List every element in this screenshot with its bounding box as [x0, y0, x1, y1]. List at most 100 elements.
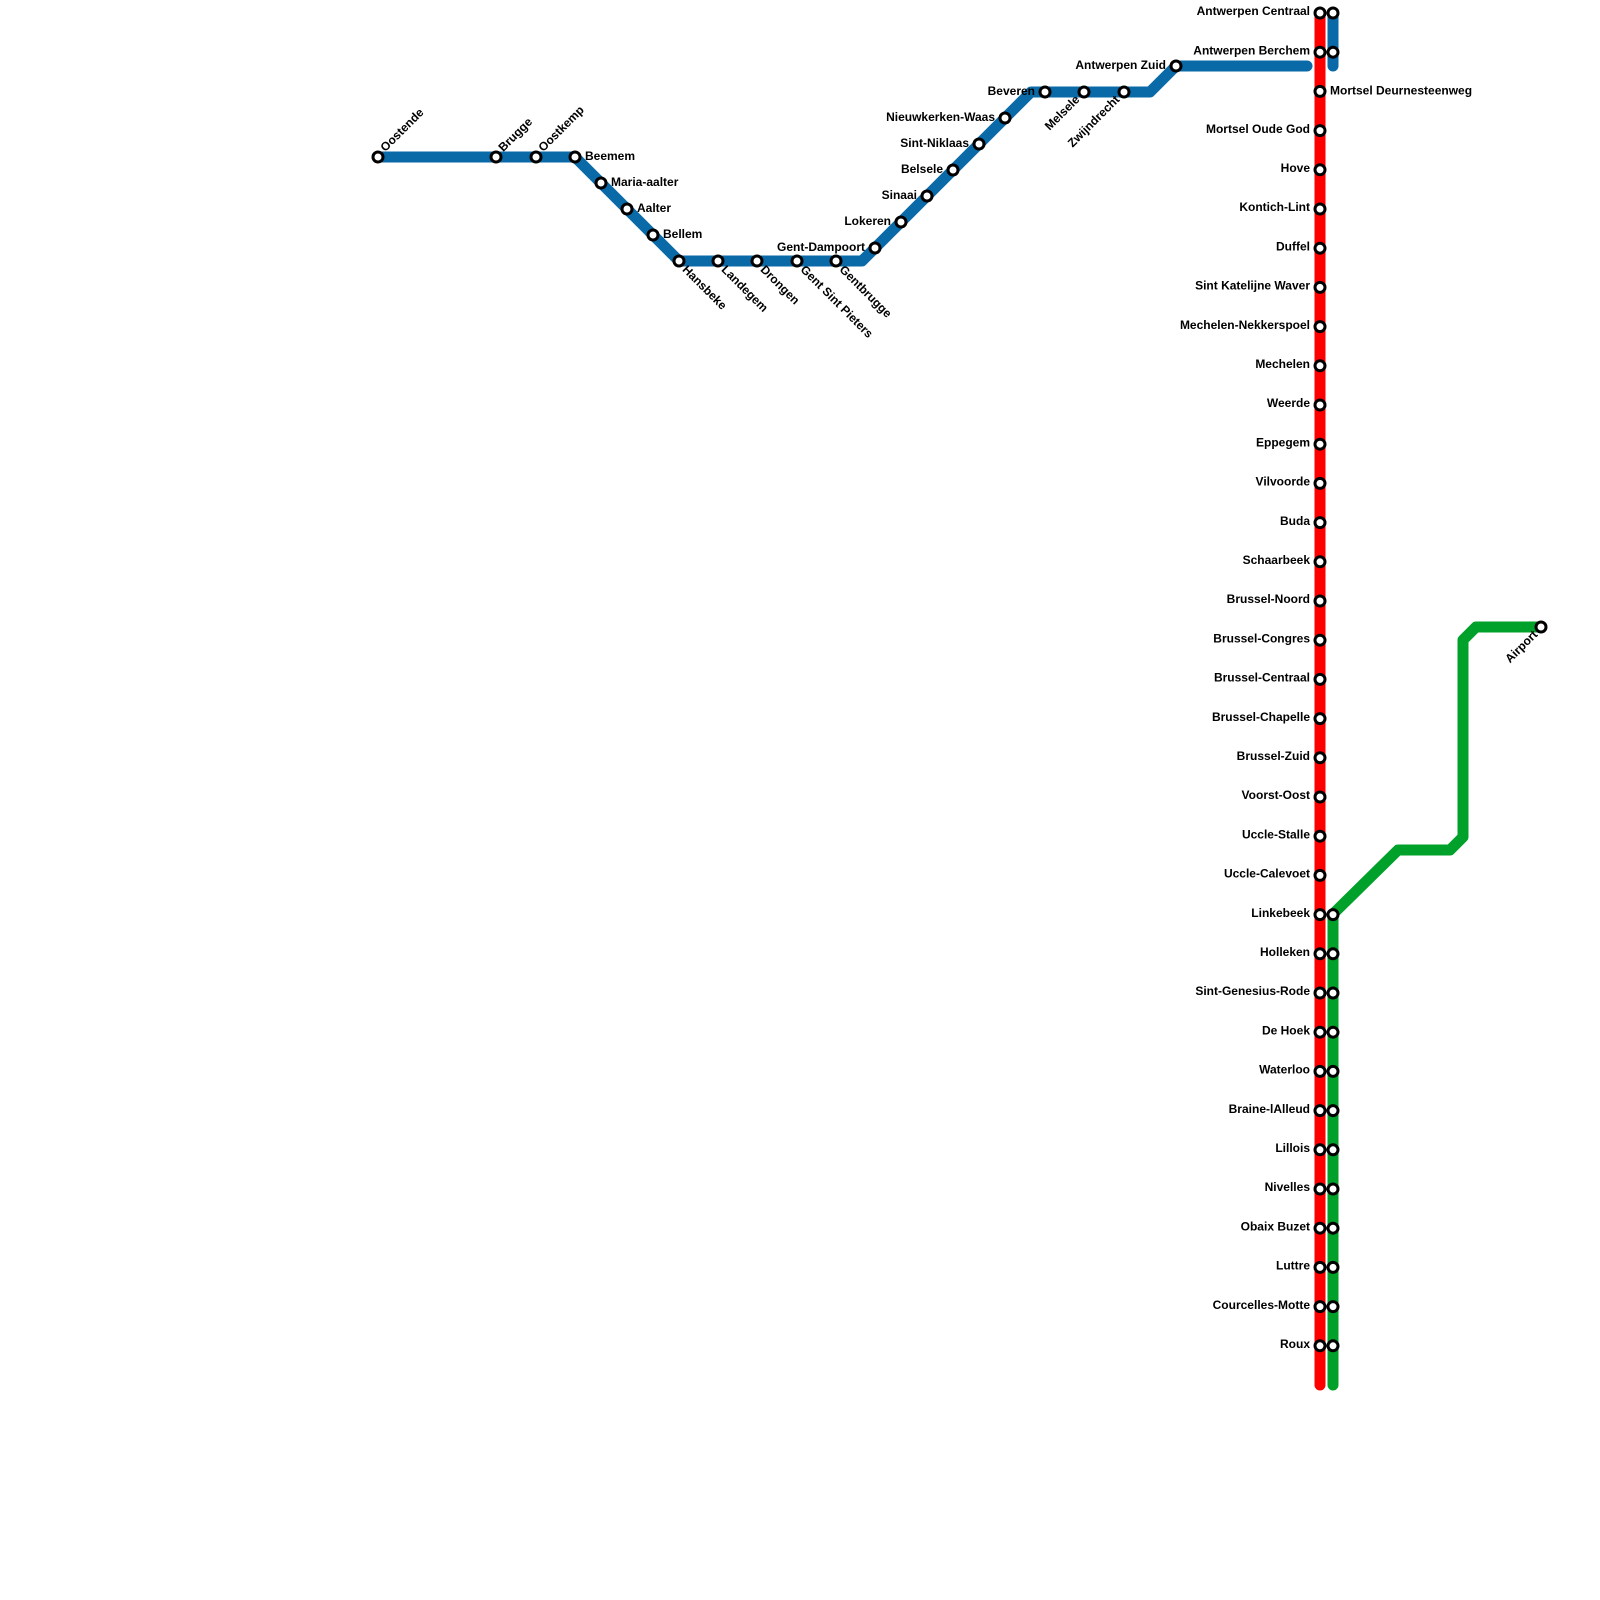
station	[1313, 1182, 1327, 1196]
station-label: Sinaai	[882, 188, 917, 202]
station	[894, 215, 908, 229]
station	[1313, 1300, 1327, 1314]
station	[1326, 45, 1340, 59]
station	[829, 254, 843, 268]
station	[620, 202, 634, 216]
station	[1313, 241, 1327, 255]
station	[1313, 829, 1327, 843]
station	[1313, 124, 1327, 138]
station	[1169, 59, 1183, 73]
station	[1313, 672, 1327, 686]
station	[1313, 1339, 1327, 1353]
station	[1313, 516, 1327, 530]
station	[1313, 1064, 1327, 1078]
station	[594, 176, 608, 190]
station-label: Melsele	[1042, 92, 1083, 133]
station	[1326, 1300, 1340, 1314]
green-line	[1327, 621, 1547, 1391]
station	[1313, 202, 1327, 216]
station-label: Duffel	[1276, 239, 1310, 253]
station	[1313, 1260, 1327, 1274]
station-label: Weerde	[1267, 396, 1310, 410]
station-label: Antwerpen Centraal	[1197, 4, 1310, 18]
station	[1313, 84, 1327, 98]
station	[946, 163, 960, 177]
station-label: Kontich-Lint	[1239, 200, 1310, 214]
station-label: Beemem	[585, 149, 635, 163]
station	[1326, 1182, 1340, 1196]
station	[489, 150, 503, 164]
station-label: Courcelles-Motte	[1213, 1298, 1311, 1312]
station	[371, 150, 385, 164]
station-label: Antwerpen Berchem	[1193, 43, 1310, 57]
station	[1038, 85, 1052, 99]
station	[672, 254, 686, 268]
station-label: Voorst-Oost	[1242, 788, 1310, 802]
station-label: Oostende	[377, 105, 426, 154]
station-label: Brussel-Chapelle	[1212, 710, 1310, 724]
station	[1326, 1104, 1340, 1118]
station-label: Airport	[1502, 627, 1540, 665]
station	[1326, 1025, 1340, 1039]
station	[920, 189, 934, 203]
station-label: Brussel-Noord	[1227, 592, 1310, 606]
station	[1313, 947, 1327, 961]
station-label: Brugge	[495, 115, 535, 155]
blue-line	[372, 60, 1313, 267]
station	[1313, 986, 1327, 1000]
station	[1313, 1143, 1327, 1157]
station-label: Roux	[1280, 1337, 1310, 1351]
station-label: Brussel-Zuid	[1237, 749, 1310, 763]
station-label: Antwerpen Zuid	[1075, 58, 1166, 72]
station-label: Holleken	[1260, 945, 1310, 959]
station-label: Mortsel Deurnesteenweg	[1330, 84, 1472, 98]
station-label: Nieuwkerken-Waas	[886, 110, 995, 124]
station	[1313, 1104, 1327, 1118]
station-label: Schaarbeek	[1243, 553, 1311, 567]
station-label: Braine-lAlleud	[1229, 1102, 1310, 1116]
station	[1326, 1064, 1340, 1078]
station	[1313, 163, 1327, 177]
station-label: Mortsel Oude God	[1206, 122, 1310, 136]
station-label: Sint Katelijne Waver	[1195, 279, 1310, 293]
station	[1313, 633, 1327, 647]
station-label: De Hoek	[1262, 1023, 1310, 1037]
station-label: Beveren	[988, 84, 1035, 98]
station-label: Lokeren	[844, 214, 891, 228]
station	[1313, 476, 1327, 490]
station-label: Vilvoorde	[1256, 475, 1311, 489]
station	[1077, 85, 1091, 99]
station	[1326, 1143, 1340, 1157]
station-label: Aalter	[637, 201, 671, 215]
station	[1313, 555, 1327, 569]
station	[1313, 280, 1327, 294]
station	[529, 150, 543, 164]
station	[972, 137, 986, 151]
station	[750, 254, 764, 268]
station-label: Brussel-Congres	[1213, 631, 1310, 645]
station	[790, 254, 804, 268]
station	[1313, 359, 1327, 373]
station	[1326, 986, 1340, 1000]
station-label: Luttre	[1276, 1259, 1310, 1273]
station-label: Maria-aalter	[611, 175, 679, 189]
station-label: Lillois	[1275, 1141, 1310, 1155]
station-label: Mechelen	[1255, 357, 1310, 371]
station	[1326, 1260, 1340, 1274]
station-label: Oostkemp	[535, 103, 586, 154]
station	[1313, 45, 1327, 59]
station	[1326, 6, 1340, 20]
station	[1313, 712, 1327, 726]
station-label: Hove	[1281, 161, 1311, 175]
station-label: Gent-Dampoort	[777, 240, 865, 254]
station	[711, 254, 725, 268]
station-label: Mechelen-Nekkerspoel	[1180, 318, 1310, 332]
station	[1313, 6, 1327, 20]
station	[1326, 1339, 1340, 1353]
station	[1534, 620, 1548, 634]
station	[1313, 790, 1327, 804]
station	[1326, 908, 1340, 922]
